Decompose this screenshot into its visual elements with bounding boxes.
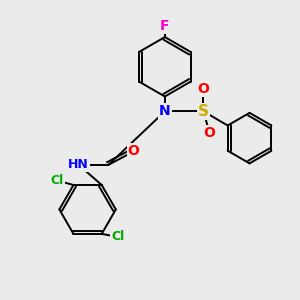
Text: Cl: Cl [50, 174, 64, 187]
Text: HN: HN [68, 158, 89, 171]
Text: Cl: Cl [111, 230, 125, 243]
Text: O: O [198, 82, 209, 96]
Text: O: O [203, 126, 215, 140]
Text: F: F [160, 19, 170, 33]
Text: O: O [128, 145, 140, 158]
Text: N: N [159, 104, 171, 118]
Text: S: S [198, 104, 209, 119]
